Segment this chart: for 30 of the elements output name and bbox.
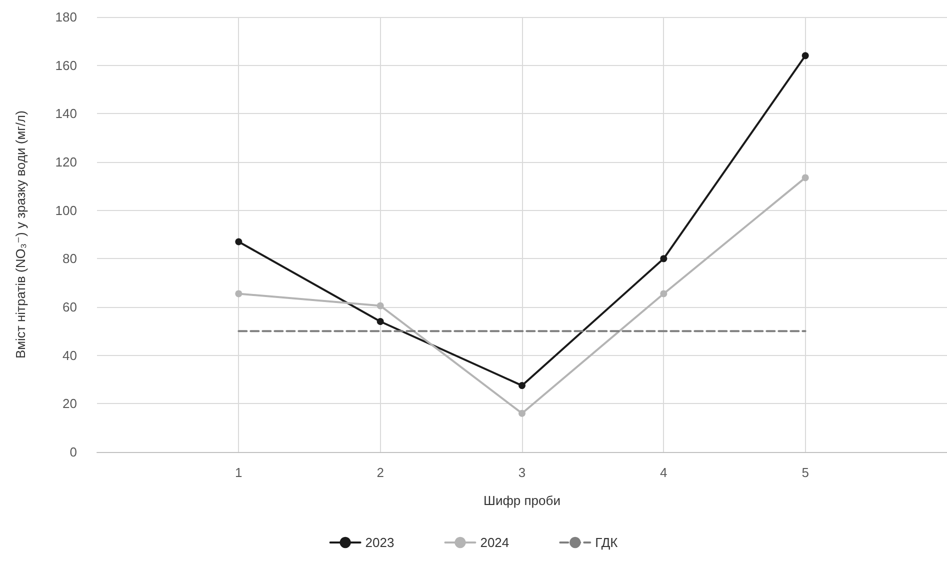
y-tick-label: 140	[55, 106, 77, 122]
y-tick-label: 0	[70, 444, 77, 460]
legend-label: ГДК	[595, 535, 618, 550]
y-tick-label: 100	[55, 202, 77, 218]
legend-label: 2024	[480, 535, 510, 550]
point	[660, 290, 668, 298]
y-tick-label: 40	[62, 348, 77, 363]
point	[376, 302, 384, 310]
x-tick-label: 5	[802, 465, 809, 480]
y-tick-label: 180	[55, 10, 77, 24]
point	[802, 52, 809, 60]
x-tick-label: 2	[376, 465, 384, 480]
point	[376, 318, 384, 325]
point	[235, 290, 242, 298]
point	[518, 410, 526, 417]
y-axis-title: Вміст нітратів (NO₃⁻) у зразку води (мг/л)	[13, 110, 28, 358]
x-axis-title: Шифр проби	[484, 493, 560, 508]
point	[235, 238, 242, 246]
y-tick-label: 20	[62, 396, 77, 412]
x-tick-label: 1	[235, 465, 242, 480]
x-tick-label: 3	[518, 465, 526, 480]
y-tick-label: 120	[55, 154, 77, 170]
point	[802, 174, 809, 182]
legend-label: 2023	[365, 535, 394, 550]
y-tick-label: 80	[62, 251, 77, 266]
y-tick-label: 60	[62, 300, 77, 314]
x-tick-label: 4	[660, 465, 668, 480]
point	[518, 382, 526, 390]
point	[660, 255, 668, 262]
y-tick-label: 160	[55, 58, 77, 73]
